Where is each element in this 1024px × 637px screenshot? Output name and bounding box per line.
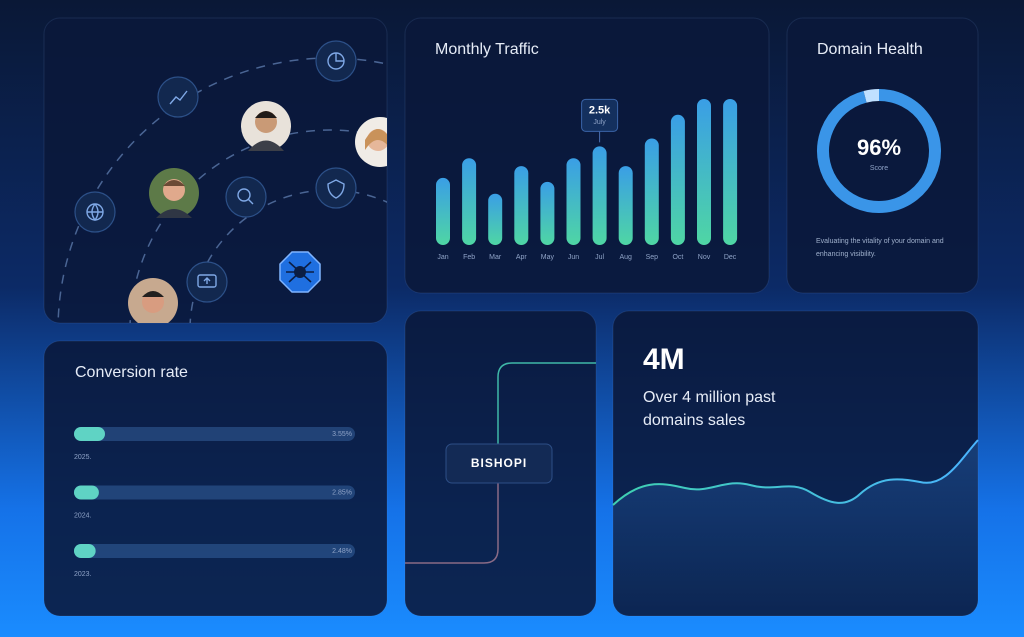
tooltip-label: July — [593, 119, 606, 126]
x-tick-label: Apr — [516, 254, 528, 261]
network-graphic — [57, 40, 387, 323]
category-label: 2025. — [74, 454, 92, 461]
x-tick-label: Jul — [595, 254, 604, 261]
donut-value: 96% — [857, 135, 901, 160]
bar — [436, 177, 450, 245]
health-card — [786, 17, 979, 294]
bar — [644, 138, 659, 245]
x-tick-label: Aug — [619, 254, 632, 261]
x-tick-label: Dec — [724, 254, 737, 261]
donut-segment — [817, 89, 941, 213]
health-description: Evaluating the vitality of your domain a… — [816, 238, 944, 258]
bar — [618, 166, 633, 245]
x-tick-label: Nov — [698, 254, 711, 261]
avatars — [128, 101, 387, 323]
x-tick-label: Jan — [437, 254, 448, 261]
bar — [74, 485, 99, 500]
stat-text: Over 4 million past domains sales — [643, 389, 776, 429]
wave-area — [613, 440, 978, 616]
logo-box — [445, 443, 553, 484]
tooltip-value: 2.5k — [589, 104, 611, 116]
bar-track — [74, 544, 355, 558]
logo: BISHOPI — [471, 456, 527, 470]
conversion-card — [43, 340, 388, 617]
value-label: 2.85% — [332, 489, 352, 496]
bar — [514, 166, 529, 245]
bar-track — [74, 427, 355, 441]
bar — [670, 114, 685, 245]
chart-title: Domain Health — [817, 41, 923, 58]
connector — [405, 483, 499, 564]
chart-title: Conversion rate — [75, 364, 188, 381]
wave-line — [612, 439, 979, 506]
value-label: 3.55% — [332, 431, 352, 438]
bar — [74, 544, 96, 558]
x-tick-label: Sep — [646, 254, 659, 261]
bar — [723, 99, 738, 245]
chart-title: Monthly Traffic — [435, 41, 539, 58]
bar — [592, 146, 607, 245]
spider-badge — [279, 251, 321, 293]
category-label: 2023. — [74, 571, 92, 578]
stat-value: 4M — [643, 343, 685, 376]
x-tick-label: Jun — [568, 254, 579, 261]
bar-track — [74, 485, 355, 500]
x-tick-label: Feb — [463, 254, 475, 261]
bar — [488, 193, 503, 245]
x-tick-label: Oct — [672, 254, 683, 261]
x-tick-label: May — [541, 254, 555, 261]
bar — [566, 158, 581, 245]
bar — [462, 158, 477, 245]
x-tick-label: Mar — [489, 254, 502, 261]
donut-label: Score — [870, 165, 888, 172]
connector — [497, 362, 596, 444]
bar — [540, 181, 555, 245]
tooltip — [581, 98, 619, 132]
value-label: 2.48% — [332, 548, 352, 555]
category-label: 2024. — [74, 512, 92, 519]
traffic-card — [404, 17, 770, 294]
network-card — [43, 17, 388, 324]
bar — [74, 427, 105, 441]
bar — [697, 99, 711, 245]
donut-segment — [863, 89, 880, 103]
